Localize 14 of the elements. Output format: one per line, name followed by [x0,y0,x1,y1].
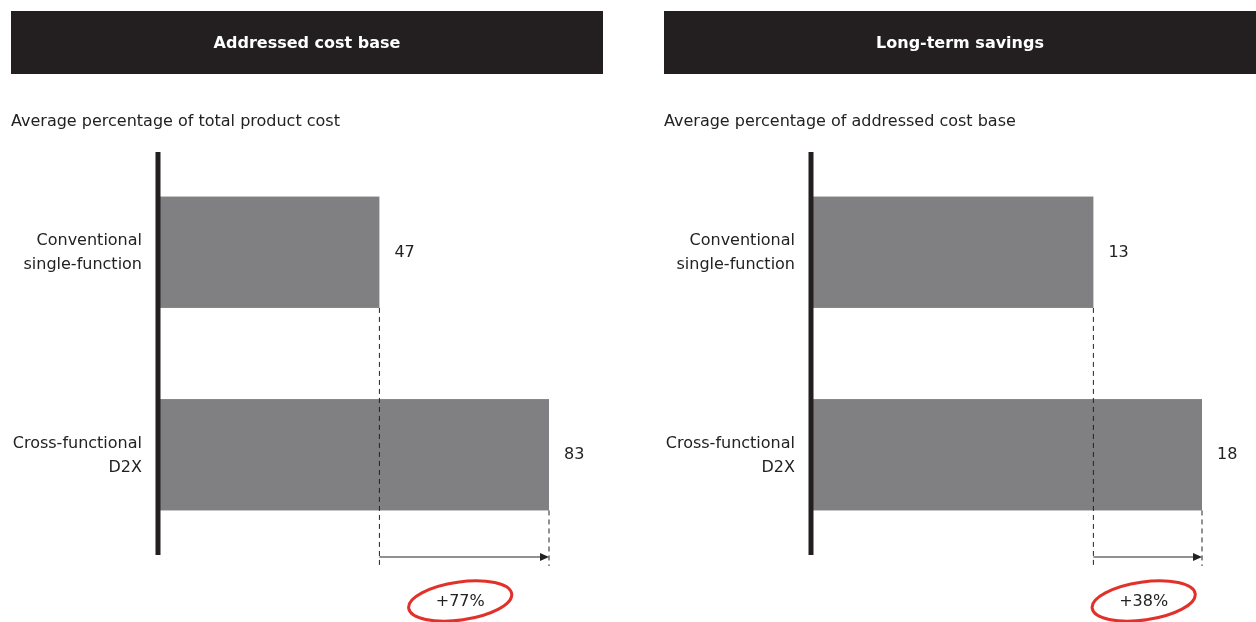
text: +77% [435,590,485,610]
y-tick-label: Cross-functional D2X [12,432,143,476]
data-label: 47 [394,241,415,261]
y-tick-label: Cross-functional D2X [665,432,796,476]
chart-title: Addressed cost base [213,32,401,52]
data-label: 18 [1217,444,1238,464]
chart-subtitle: Average percentage of addressed cost base [664,110,1016,130]
y-tick-label: Conventional single-function [676,230,795,274]
chart-title: Long-term savings [876,32,1044,52]
text: +38% [1119,590,1169,610]
chart-subtitle: Average percentage of total product cost [11,110,340,130]
data-label: 83 [564,444,585,464]
y-tick-label: Conventional single-function [23,230,142,274]
data-label: 13 [1108,241,1129,261]
